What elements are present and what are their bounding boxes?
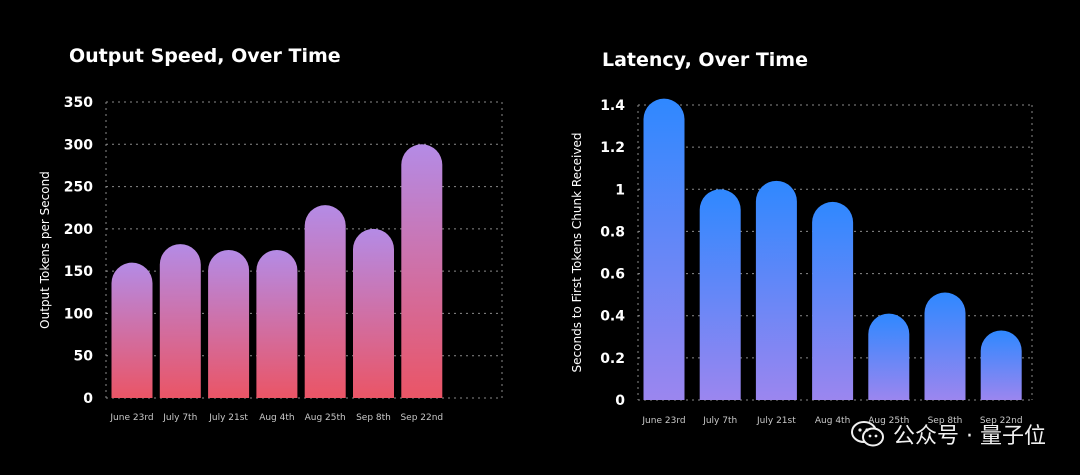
speed-y-tick-label: 150 bbox=[64, 264, 93, 280]
latency-y-tick-label: 0.8 bbox=[600, 224, 625, 240]
speed-bar bbox=[401, 144, 443, 398]
watermark-text: 公众号 · 量子位 bbox=[893, 424, 1046, 449]
latency-y-tick-label: 0.2 bbox=[600, 351, 625, 367]
latency-y-tick-label: 1 bbox=[615, 182, 625, 198]
latency-bar bbox=[924, 292, 966, 400]
latency-y-tick-label: 0.4 bbox=[600, 309, 625, 325]
latency-x-tick-label: Aug 4th bbox=[815, 416, 850, 426]
speed-x-tick-label: July 21st bbox=[208, 413, 248, 423]
latency-y-tick-label: 0 bbox=[615, 393, 625, 409]
speed-x-tick-label: Aug 25th bbox=[305, 413, 346, 423]
latency-x-tick-label: Sep 22nd bbox=[980, 416, 1023, 426]
watermark: 公众号 · 量子位 bbox=[851, 418, 1046, 450]
speed-bar bbox=[304, 205, 346, 398]
speed-y-tick-label: 350 bbox=[64, 95, 93, 111]
speed-y-axis-label: Output Tokens per Second bbox=[38, 171, 52, 329]
latency-x-tick-label: Sep 8th bbox=[928, 416, 963, 426]
latency-x-tick-label: June 23rd bbox=[641, 416, 685, 426]
latency-bar bbox=[699, 189, 741, 400]
latency-y-tick-label: 0.6 bbox=[600, 267, 625, 283]
latency-y-axis-label: Seconds to First Tokens Chunk Received bbox=[570, 133, 584, 373]
output-speed-chart: Output Speed, Over Time Output Tokens per… bbox=[38, 45, 503, 423]
speed-x-tick-label: Sep 22nd bbox=[400, 413, 443, 423]
latency-bar bbox=[755, 180, 797, 400]
latency-y-tick-label: 1.2 bbox=[600, 140, 625, 156]
speed-bar bbox=[159, 244, 201, 398]
speed-bar bbox=[353, 228, 394, 398]
speed-y-tick-label: 250 bbox=[64, 180, 93, 196]
speed-x-tick-label: June 23rd bbox=[109, 413, 153, 423]
speed-x-tick-label: Aug 4th bbox=[259, 413, 294, 423]
latency-y-tick-label: 1.4 bbox=[600, 98, 625, 114]
speed-x-tick-label: July 7th bbox=[162, 413, 197, 423]
speed-y-tick-label: 0 bbox=[83, 391, 93, 407]
latency-bar bbox=[643, 98, 685, 401]
speed-bar bbox=[256, 250, 298, 398]
latency-x-tick-label: July 21st bbox=[756, 416, 796, 426]
speed-y-tick-label: 100 bbox=[64, 306, 93, 322]
speed-bar bbox=[208, 250, 250, 398]
latency-title: Latency, Over Time bbox=[602, 49, 808, 71]
speed-y-tick-label: 200 bbox=[64, 222, 93, 238]
latency-x-tick-label: July 7th bbox=[702, 416, 737, 426]
speed-y-tick-label: 50 bbox=[74, 349, 94, 365]
wechat-icon bbox=[851, 421, 885, 447]
latency-bar bbox=[812, 201, 854, 400]
latency-bar bbox=[980, 330, 1022, 400]
speed-x-tick-label: Sep 8th bbox=[356, 413, 391, 423]
latency-x-tick-label: Aug 25th bbox=[868, 416, 909, 426]
speed-y-tick-label: 300 bbox=[64, 137, 93, 153]
latency-chart: Latency, Over Time Seconds to First Token… bbox=[570, 49, 1033, 426]
latency-bar bbox=[868, 313, 910, 400]
speed-title: Output Speed, Over Time bbox=[69, 45, 341, 67]
speed-bar bbox=[111, 262, 153, 398]
